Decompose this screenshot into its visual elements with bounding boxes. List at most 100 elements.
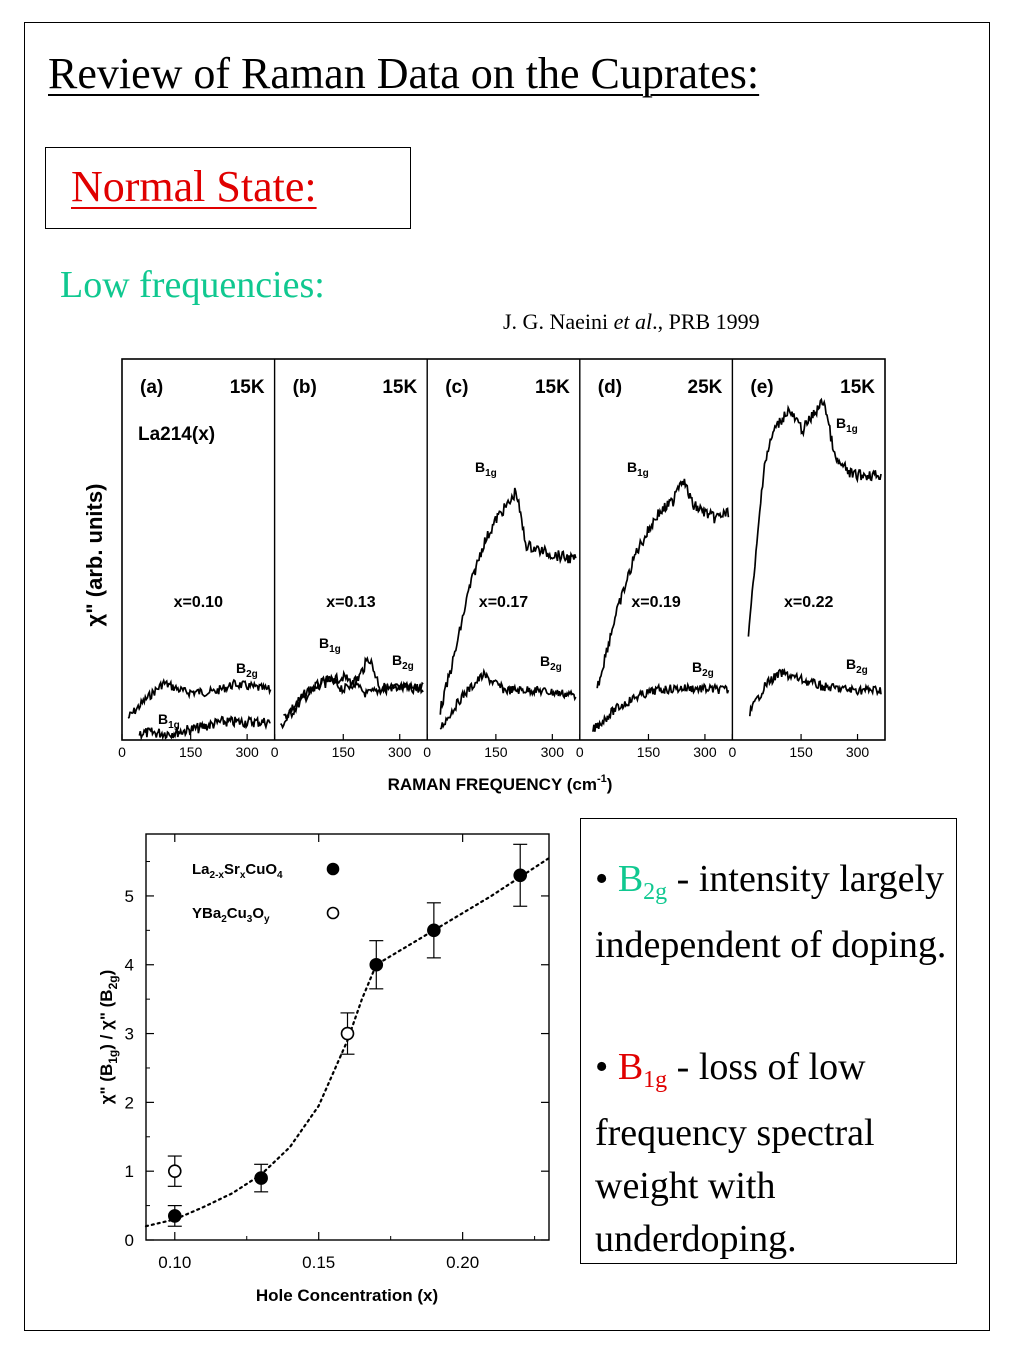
spectra-b1g-label-main: B — [475, 459, 485, 475]
spectra-x-axis-label-main: RAMAN FREQUENCY (cm — [388, 775, 597, 794]
legend-la214-part: 4 — [277, 870, 283, 881]
spectra-b2g-label-sub: 2g — [402, 661, 414, 672]
spectra-b2g-label: B2g — [236, 660, 258, 680]
spectra-b2g-label-main: B — [846, 656, 856, 672]
panel-label: (b) — [293, 377, 317, 398]
spectra-b2g-label: B2g — [540, 653, 562, 673]
legend-la214-part: La — [192, 861, 210, 878]
legend-ybco-part: 2 — [221, 914, 227, 925]
spectra-tick-label: 300 — [235, 744, 259, 760]
note-b1g-subscript: 1g — [643, 1067, 668, 1093]
spectra-b1g-label-main: B — [158, 711, 168, 727]
spectra-b2g-label-sub: 2g — [702, 668, 714, 679]
sample-label: La214(x) — [138, 424, 215, 445]
spectra-b2g-label-sub: 2g — [550, 662, 562, 673]
spectrum-b1g-a — [138, 715, 271, 741]
ratio-y-axis-label-part: 1g — [106, 1050, 120, 1064]
note-b2g-symbol: B — [617, 858, 644, 900]
ratio-fit-line — [144, 857, 551, 1228]
spectra-b1g-label-main: B — [836, 415, 846, 431]
ratio-y-tick-label: 3 — [125, 1025, 134, 1044]
spectra-b1g-label: B1g — [627, 459, 649, 479]
legend-la214-part: Sr — [224, 861, 240, 878]
spectra-labels: (a) 15K x=0.10 0 150 300 (b) 15K x=0.13 0 150 300 (c… — [118, 377, 875, 760]
spectra-b1g-label-sub: 1g — [637, 468, 649, 479]
la214-point — [513, 868, 528, 883]
panel-doping: x=0.19 — [631, 594, 680, 611]
panel-temperature: 15K — [840, 377, 875, 398]
spectra-x-axis-label-end: ) — [607, 775, 613, 794]
citation: J. G. Naeini et al., PRB 1999 — [503, 311, 760, 333]
legend-ybco-part: O — [252, 905, 264, 922]
legend-la214-marker — [326, 862, 340, 876]
legend-ybco-marker — [326, 906, 340, 920]
spectra-tick-label: 0 — [271, 744, 279, 760]
panel-temperature: 15K — [230, 377, 265, 398]
panel-doping: x=0.13 — [326, 594, 375, 611]
ratio-y-tick-label: 5 — [125, 887, 134, 906]
low-frequencies-heading: Low frequencies: — [60, 264, 325, 306]
la214-point — [369, 957, 384, 972]
legend-ybco-part: YBa — [192, 905, 222, 922]
note-b1g: • B1g - loss of low frequency spectral w… — [595, 1041, 965, 1266]
panel-label: (c) — [445, 377, 468, 398]
spectra-tick-label: 300 — [846, 744, 870, 760]
ratio-points — [167, 843, 528, 1227]
ybco-point — [167, 1164, 182, 1178]
spectra-b2g-label-sub: 2g — [856, 665, 868, 676]
notes-box: • B2g - intensity largely independent of… — [580, 818, 957, 1264]
spectrum-b1g-d — [596, 478, 730, 689]
ratio-fit-curve — [144, 857, 551, 1228]
spectra-tick-label: 0 — [729, 744, 737, 760]
spectra-tick-label: 300 — [541, 744, 565, 760]
panel-label: (a) — [140, 377, 163, 398]
spectra-tick-label: 300 — [693, 744, 717, 760]
ratio-y-tick-label: 1 — [125, 1162, 134, 1181]
spectra-b1g-label-sub: 1g — [846, 424, 858, 435]
la214-point — [167, 1209, 182, 1223]
spectrum-b2g-e — [748, 667, 882, 717]
slide-title: Review of Raman Data on the Cuprates: — [48, 49, 760, 98]
panel-doping: x=0.10 — [174, 594, 223, 611]
ratio-y-axis-label-part: 2g — [106, 975, 120, 989]
spectra-b2g-label: B2g — [846, 656, 868, 676]
note-b1g-bullet: • — [595, 1046, 618, 1088]
ratio-x-tick-label: 0.15 — [302, 1253, 335, 1272]
spectra-tick-label: 150 — [789, 744, 813, 760]
note-b2g-subscript: 2g — [643, 879, 668, 905]
normal-state-box — [45, 147, 411, 229]
note-b2g-text: - intensity largely independent of dopin… — [595, 858, 947, 966]
la214-point — [427, 923, 441, 938]
citation-etal: et al — [613, 309, 653, 334]
ratio-axes: 0 1 2 3 4 5 0.10 0.15 0.20 — [125, 833, 550, 1272]
panel-temperature: 15K — [382, 377, 417, 398]
ratio-y-tick-label: 4 — [125, 956, 134, 975]
raman-spectra-figure: (a) 15K x=0.10 0 150 300 (b) 15K x=0.13 0 150 300 (c… — [82, 358, 886, 794]
spectra-x-axis-label-sup: -1 — [597, 773, 607, 785]
normal-state-heading: Normal State: — [71, 162, 317, 211]
slide-frame — [24, 22, 990, 1331]
legend-la214-part: 2-x — [210, 870, 225, 881]
note-b1g-symbol: B — [617, 1046, 644, 1088]
panel-label: (d) — [598, 377, 622, 398]
spectrum-b2g-c — [439, 667, 577, 730]
spectra-b2g-label: B2g — [392, 652, 414, 672]
spectra-b1g-label: B1g — [475, 459, 497, 479]
spectra-b2g-label-main: B — [236, 660, 246, 676]
la214-point — [254, 1171, 268, 1185]
spectra-tick-label: 150 — [179, 744, 203, 760]
spectra-outer-frame — [121, 358, 886, 741]
spectra-x-axis-label: RAMAN FREQUENCY (cm-1) — [388, 773, 613, 794]
note-b1g-text: - loss of low frequency spectral weight … — [595, 1046, 875, 1260]
legend-la214-part: CuO — [245, 861, 277, 878]
spectrum-b1g-e — [747, 397, 882, 637]
spectra-tick-label: 0 — [576, 744, 584, 760]
spectra-tick-label: 0 — [423, 744, 431, 760]
legend-ybco-part: Cu — [227, 905, 247, 922]
panel-doping: x=0.22 — [784, 594, 833, 611]
spectra-tick-label: 150 — [332, 744, 356, 760]
spectra-tick-label: 300 — [388, 744, 412, 760]
spectra-b1g-label-sub: 1g — [485, 468, 497, 479]
ratio-y-tick-label: 2 — [125, 1093, 134, 1112]
spectra-b2g-label-main: B — [392, 652, 402, 668]
